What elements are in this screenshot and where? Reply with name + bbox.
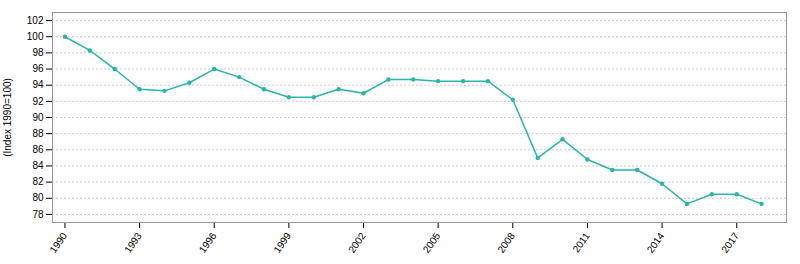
svg-text:96: 96 <box>32 63 44 74</box>
svg-text:2002: 2002 <box>346 230 368 255</box>
svg-text:92: 92 <box>32 96 44 107</box>
svg-text:2014: 2014 <box>645 230 667 255</box>
svg-text:94: 94 <box>32 79 44 90</box>
svg-text:78: 78 <box>32 209 44 220</box>
svg-text:2011: 2011 <box>570 230 592 254</box>
svg-text:1999: 1999 <box>271 230 293 255</box>
svg-text:86: 86 <box>32 144 44 155</box>
svg-text:80: 80 <box>32 192 44 203</box>
svg-text:88: 88 <box>32 128 44 139</box>
svg-text:(Index 1990=100): (Index 1990=100) <box>2 78 13 157</box>
svg-text:84: 84 <box>32 160 44 171</box>
svg-text:2017: 2017 <box>719 230 741 255</box>
svg-text:1996: 1996 <box>197 230 219 255</box>
svg-text:90: 90 <box>32 112 44 123</box>
svg-text:2005: 2005 <box>421 230 443 255</box>
svg-text:82: 82 <box>32 176 44 187</box>
svg-text:102: 102 <box>27 15 44 26</box>
svg-text:1993: 1993 <box>122 230 144 255</box>
svg-text:1990: 1990 <box>47 230 69 255</box>
svg-text:100: 100 <box>27 31 44 42</box>
svg-text:2008: 2008 <box>495 230 517 255</box>
svg-text:98: 98 <box>32 47 44 58</box>
